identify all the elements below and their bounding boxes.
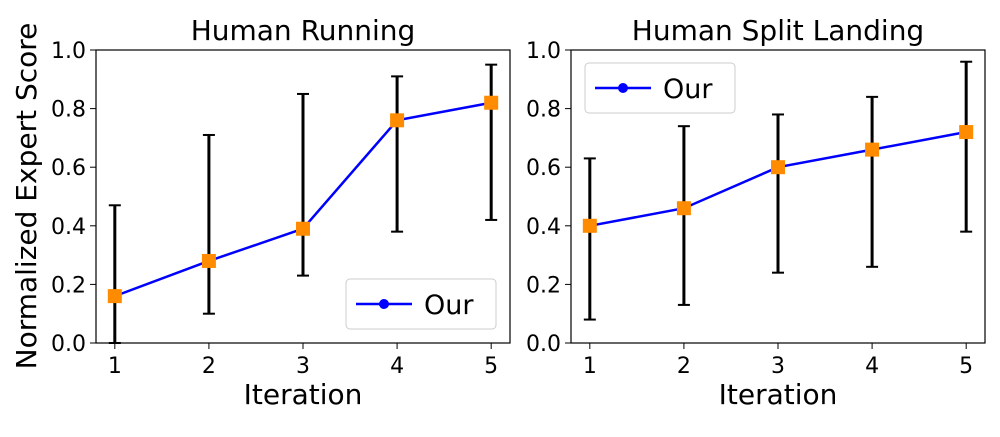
x-tick-label: 1 <box>583 354 597 379</box>
legend-label: Our <box>424 290 474 321</box>
legend-marker-swatch <box>618 83 628 93</box>
y-tick-label: 0.4 <box>526 215 561 240</box>
x-tick-label: 2 <box>202 354 216 379</box>
x-tick-label: 5 <box>959 354 973 379</box>
y-tick-label: 0.6 <box>526 156 561 181</box>
data-point-marker <box>865 142 880 157</box>
legend: Our <box>584 62 736 114</box>
x-tick-label: 2 <box>677 354 691 379</box>
y-axis-label: Normalized Expert Score <box>10 23 43 370</box>
data-point-marker <box>390 113 405 128</box>
data-point-marker <box>676 201 691 216</box>
data-point-marker <box>484 95 499 110</box>
subplot-title: Human Split Landing <box>632 14 924 47</box>
data-point-marker <box>107 289 122 304</box>
y-tick-label: 0.8 <box>526 98 561 123</box>
y-tick-label: 0.0 <box>51 332 86 357</box>
data-point-marker <box>959 125 974 140</box>
data-point-marker <box>771 160 785 175</box>
legend-box <box>345 278 497 330</box>
y-tick-label: 0.8 <box>51 98 86 123</box>
x-tick-label: 3 <box>771 354 785 379</box>
data-point-marker <box>296 221 310 236</box>
subplot-2: Human Split Landing 0.0 0.2 0.4 0.6 0.8 1.0 1 2 3… <box>526 14 986 411</box>
subplot-title: Human Running <box>191 14 416 47</box>
legend-marker-swatch <box>379 299 389 309</box>
plot-frame <box>95 49 511 344</box>
x-tick-label: 4 <box>865 354 879 379</box>
y-tick-label: 0.2 <box>51 273 86 298</box>
plot-frame <box>570 49 986 344</box>
legend-box <box>584 62 736 114</box>
y-tick-label: 0.4 <box>51 215 86 240</box>
x-tick-label: 3 <box>296 354 310 379</box>
y-tick-label: 1.0 <box>51 39 86 64</box>
subplot-1: Human Running 0.0 0.2 0.4 0.6 0.8 1.0 1 2 3 4 5 Iter… <box>51 14 511 411</box>
data-point-marker <box>201 253 216 268</box>
x-axis-label: Iteration <box>244 378 363 411</box>
y-tick-label: 0.0 <box>526 332 561 357</box>
x-tick-label: 5 <box>484 354 498 379</box>
x-tick-label: 1 <box>108 354 122 379</box>
y-tick-label: 1.0 <box>526 39 561 64</box>
legend-label: Our <box>663 74 713 105</box>
x-axis-label: Iteration <box>719 378 838 411</box>
x-tick-label: 4 <box>390 354 404 379</box>
y-tick-label: 0.2 <box>526 273 561 298</box>
y-tick-label: 0.6 <box>51 156 86 181</box>
data-point-marker <box>582 218 597 233</box>
legend: Our <box>345 278 497 330</box>
